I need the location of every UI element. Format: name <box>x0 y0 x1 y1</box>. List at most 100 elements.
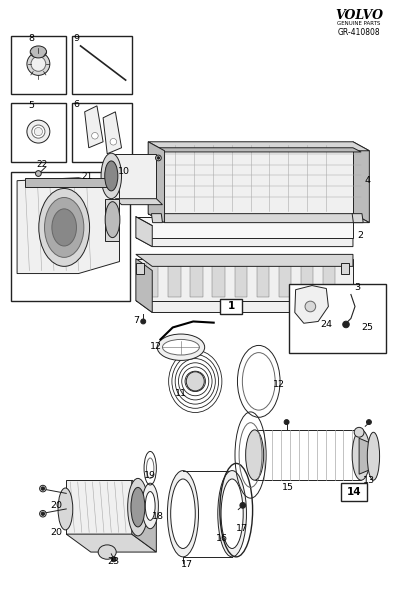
Polygon shape <box>148 142 369 151</box>
Ellipse shape <box>142 483 158 529</box>
Bar <box>72 103 132 162</box>
Polygon shape <box>359 438 374 474</box>
Bar <box>11 35 66 94</box>
Ellipse shape <box>105 161 118 191</box>
Text: 12: 12 <box>150 342 162 351</box>
Ellipse shape <box>246 430 264 480</box>
Ellipse shape <box>167 471 199 557</box>
Polygon shape <box>151 213 162 222</box>
Ellipse shape <box>162 340 199 355</box>
Polygon shape <box>136 216 353 237</box>
Polygon shape <box>301 261 313 297</box>
Polygon shape <box>132 480 156 552</box>
Polygon shape <box>279 261 291 297</box>
Circle shape <box>39 510 46 517</box>
Text: GR-410808: GR-410808 <box>338 28 381 37</box>
Ellipse shape <box>30 46 46 58</box>
Ellipse shape <box>367 432 380 480</box>
Text: 7: 7 <box>133 316 139 325</box>
Polygon shape <box>148 213 369 222</box>
Bar <box>220 299 242 314</box>
Text: 17: 17 <box>236 523 248 532</box>
Circle shape <box>31 56 46 72</box>
Circle shape <box>354 427 364 437</box>
Text: 4: 4 <box>364 176 370 185</box>
Circle shape <box>27 120 50 143</box>
Polygon shape <box>212 261 225 297</box>
Ellipse shape <box>131 487 145 527</box>
Text: 6: 6 <box>74 100 79 109</box>
Text: GENUINE PARTS: GENUINE PARTS <box>337 21 381 26</box>
Circle shape <box>39 485 46 492</box>
Text: 15: 15 <box>282 483 293 492</box>
Text: 22: 22 <box>36 160 47 169</box>
Polygon shape <box>235 261 247 297</box>
Polygon shape <box>115 199 162 205</box>
Ellipse shape <box>52 209 76 246</box>
Ellipse shape <box>221 479 243 549</box>
Text: 13: 13 <box>363 475 374 484</box>
Ellipse shape <box>98 545 116 560</box>
Text: 14: 14 <box>347 487 362 497</box>
Circle shape <box>41 512 44 516</box>
Polygon shape <box>17 178 120 273</box>
Text: 18: 18 <box>152 511 164 520</box>
Bar <box>72 35 132 94</box>
Text: 16: 16 <box>216 534 228 543</box>
Circle shape <box>343 321 349 328</box>
Text: 24: 24 <box>320 320 332 329</box>
Text: VOLVO: VOLVO <box>335 10 383 22</box>
Bar <box>289 284 386 353</box>
Polygon shape <box>148 142 353 213</box>
Polygon shape <box>146 261 158 297</box>
Polygon shape <box>341 263 349 273</box>
Polygon shape <box>190 261 203 297</box>
Text: 20: 20 <box>50 501 62 510</box>
Circle shape <box>305 301 316 312</box>
Circle shape <box>157 157 159 159</box>
Bar <box>341 483 367 501</box>
Circle shape <box>284 419 289 424</box>
Bar <box>11 103 66 162</box>
Polygon shape <box>136 216 152 246</box>
Ellipse shape <box>105 202 120 237</box>
Polygon shape <box>353 142 369 222</box>
Circle shape <box>240 502 246 508</box>
Text: 8: 8 <box>28 34 35 43</box>
Polygon shape <box>352 213 363 222</box>
Circle shape <box>111 557 116 562</box>
Polygon shape <box>136 258 353 300</box>
Text: 3: 3 <box>354 283 360 292</box>
Circle shape <box>367 419 372 424</box>
Circle shape <box>92 132 98 139</box>
Ellipse shape <box>171 479 195 549</box>
Polygon shape <box>323 261 335 297</box>
Text: 1: 1 <box>227 302 235 311</box>
Circle shape <box>110 138 117 145</box>
Polygon shape <box>295 285 328 323</box>
Ellipse shape <box>58 488 73 530</box>
Ellipse shape <box>157 334 205 361</box>
Polygon shape <box>156 148 361 152</box>
Text: 5: 5 <box>28 102 35 111</box>
Polygon shape <box>136 237 353 246</box>
Ellipse shape <box>352 430 370 480</box>
Circle shape <box>41 487 44 490</box>
Polygon shape <box>136 254 353 266</box>
Text: 23: 23 <box>107 557 120 566</box>
Circle shape <box>141 319 145 324</box>
Polygon shape <box>105 199 120 240</box>
Polygon shape <box>136 258 152 313</box>
Polygon shape <box>85 106 103 148</box>
Polygon shape <box>257 261 269 297</box>
Ellipse shape <box>218 471 247 557</box>
Text: 25: 25 <box>361 323 373 332</box>
Circle shape <box>155 155 161 161</box>
Text: 20: 20 <box>50 528 62 537</box>
Ellipse shape <box>128 478 148 536</box>
Ellipse shape <box>44 198 84 257</box>
Ellipse shape <box>186 372 204 391</box>
Polygon shape <box>168 261 180 297</box>
Polygon shape <box>25 178 107 187</box>
Polygon shape <box>148 142 164 222</box>
